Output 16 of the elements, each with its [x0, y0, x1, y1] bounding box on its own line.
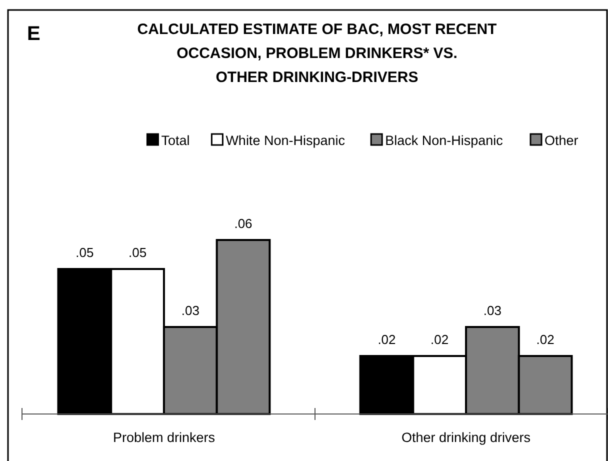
data-label: .05: [128, 245, 147, 260]
data-label: .03: [181, 303, 200, 318]
data-label: .02: [536, 332, 554, 347]
x-tick-label: Problem drinkers: [112, 430, 216, 445]
data-label: .02: [430, 332, 449, 347]
data-label: .05: [76, 245, 94, 260]
legend-label: White Non-Hispanic: [226, 133, 346, 148]
legend-label: Total: [161, 133, 190, 148]
legend-label: Other: [544, 133, 579, 148]
data-label: .02: [378, 332, 396, 347]
data-label: .03: [483, 303, 502, 318]
x-tick-label: Other drinking drivers: [402, 430, 531, 445]
chart-title: CALCULATED ESTIMATE OF BAC, MOST RECENT OCCASION, PROBLEM DRINKERS* VS. OTHER DRINKING-DRIVERS: [137, 21, 497, 86]
text: E: [27, 23, 40, 45]
legend-label: Black Non-Hispanic: [385, 133, 504, 148]
data-label: .06: [234, 216, 252, 231]
